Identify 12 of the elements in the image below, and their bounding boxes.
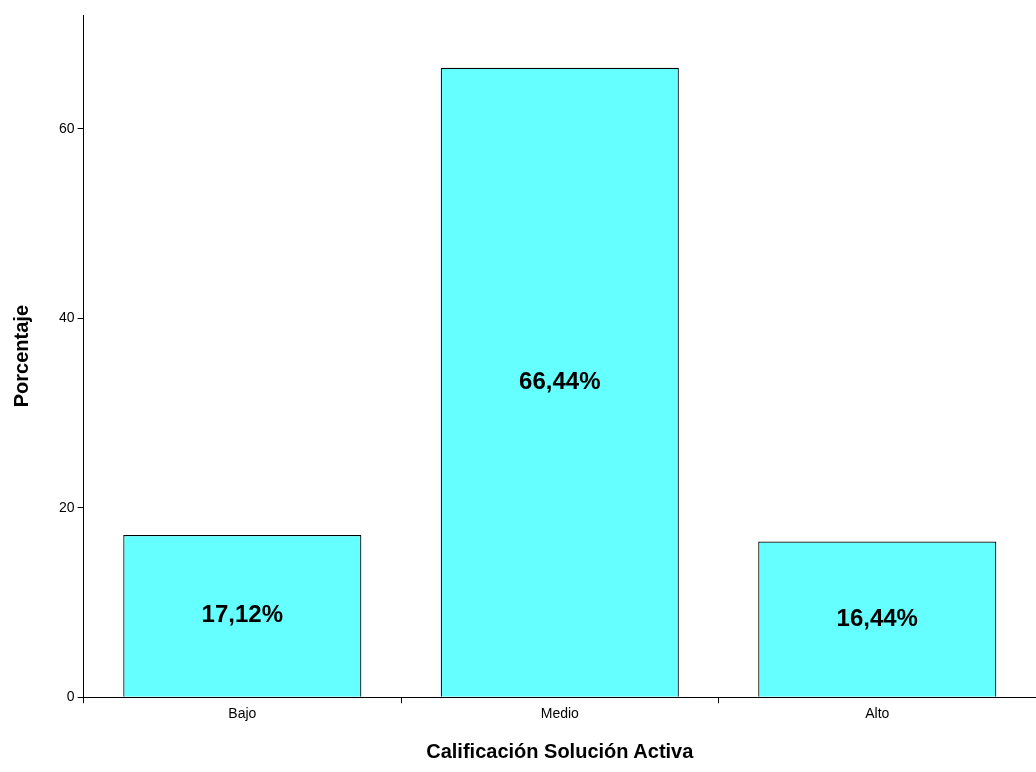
x-tick-label: Medio (540, 705, 580, 722)
x-tick-label: Bajo (228, 705, 257, 722)
y-axis-title: Porcentaje (9, 304, 32, 408)
y-tick-label: 20 (58, 498, 75, 515)
data-label: 16,44% (836, 603, 918, 631)
x-axis-title: Calificación Solución Activa (426, 739, 695, 762)
y-tick-label: 60 (58, 119, 75, 136)
x-tick-label: Alto (865, 705, 890, 722)
y-tick-label: 0 (66, 688, 75, 705)
y-tick-label: 40 (58, 309, 75, 326)
data-label: 66,44% (519, 366, 601, 394)
data-label: 17,12% (201, 600, 284, 628)
